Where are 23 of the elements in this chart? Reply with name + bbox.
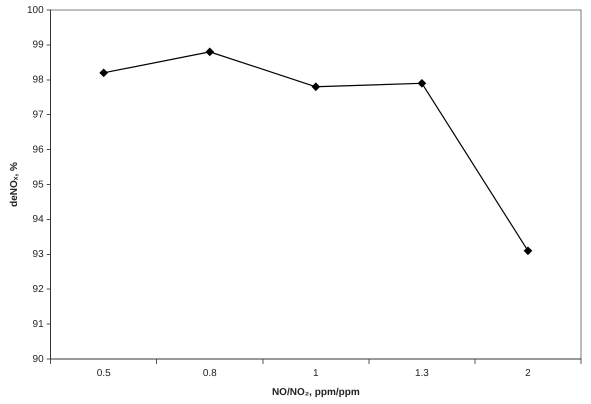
x-tick-label: 1.3 — [414, 368, 430, 379]
y-axis-title: deNOₓ, % — [8, 162, 20, 207]
y-tick-label: 98 — [32, 74, 44, 86]
x-tick-label: 2 — [525, 368, 532, 379]
point — [524, 246, 532, 255]
point — [312, 82, 320, 91]
y-tick-label: 100 — [26, 4, 44, 16]
y-tick-label: 99 — [32, 40, 44, 51]
x-tick-label: 0.5 — [96, 368, 112, 379]
y-tick-label: 96 — [32, 144, 44, 156]
y-tick-label: 97 — [32, 109, 44, 120]
y-tick-label: 90 — [32, 354, 44, 365]
x-tick-label: 0.8 — [202, 368, 218, 379]
y-tick-label: 92 — [32, 284, 44, 295]
y-tick-label: 94 — [32, 214, 44, 226]
y-tick-label: 93 — [32, 249, 44, 260]
x-tick-label: 1 — [313, 368, 320, 379]
point — [418, 79, 426, 88]
point — [100, 68, 108, 77]
point — [206, 48, 214, 56]
y-tick-label: 91 — [32, 318, 44, 330]
x-axis-title: NO/NO₂, ppm/ppm — [272, 386, 360, 398]
y-tick-label: 95 — [32, 179, 44, 190]
